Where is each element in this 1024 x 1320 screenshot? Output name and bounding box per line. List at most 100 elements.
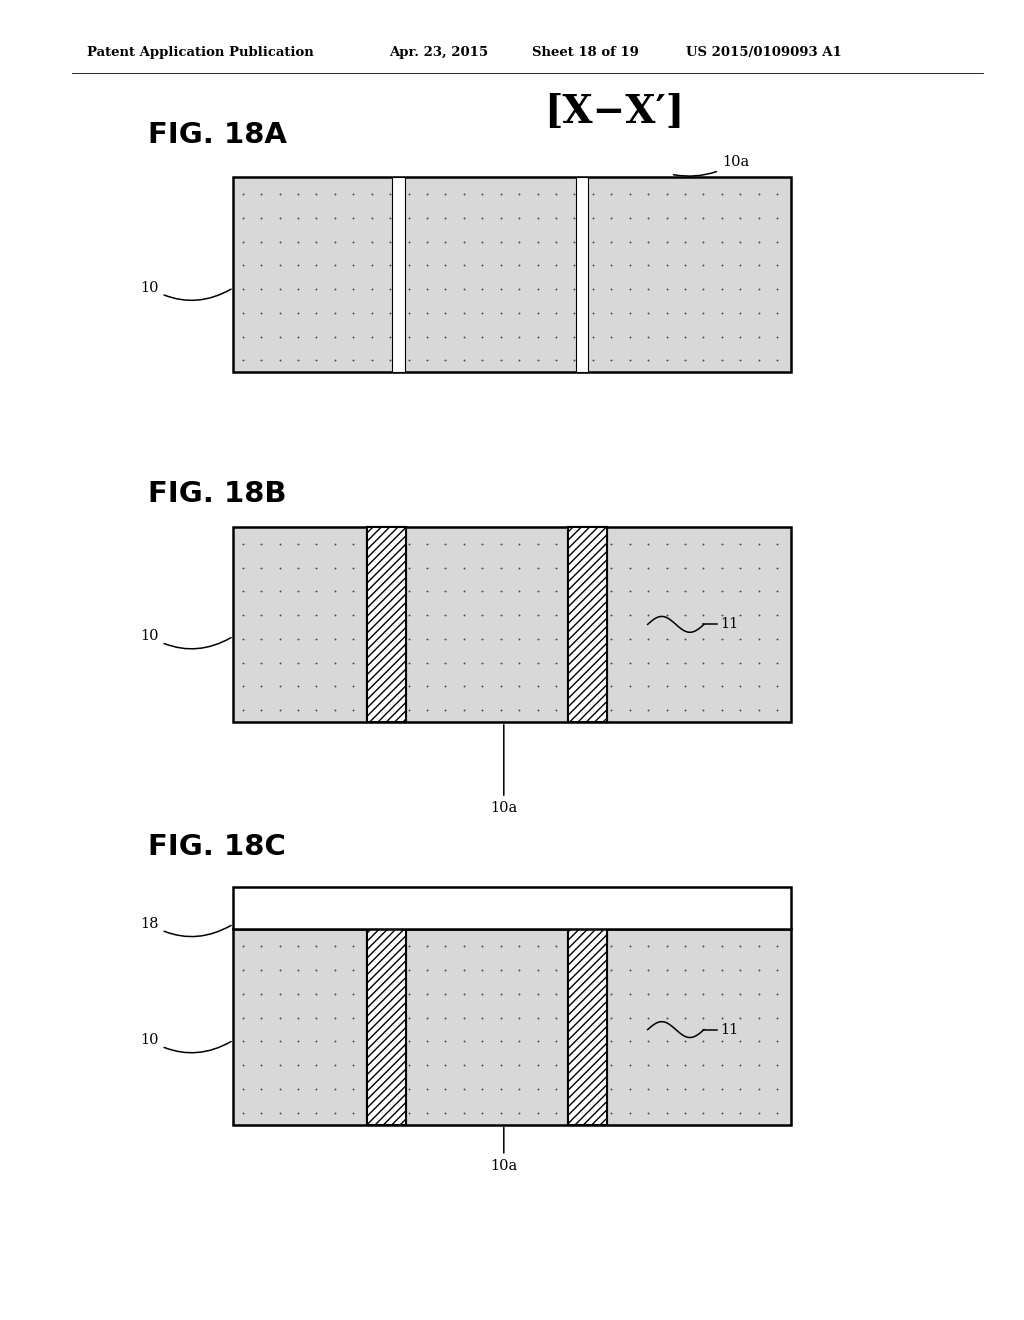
Point (271, 1007, 288, 1028)
Point (622, 533, 638, 554)
Point (437, 207, 454, 228)
Text: [X−X′]: [X−X′] (545, 94, 684, 131)
Point (271, 605, 288, 626)
Point (640, 1055, 656, 1076)
Point (400, 936, 417, 957)
Point (732, 302, 749, 323)
Point (566, 302, 583, 323)
Point (290, 983, 306, 1005)
Text: 18: 18 (140, 917, 231, 937)
Point (437, 279, 454, 300)
Point (714, 936, 730, 957)
Point (474, 983, 490, 1005)
Point (493, 326, 509, 347)
Point (234, 605, 251, 626)
Point (769, 207, 785, 228)
Point (474, 302, 490, 323)
Point (253, 231, 269, 252)
Point (714, 652, 730, 673)
Point (308, 255, 325, 276)
Point (327, 207, 343, 228)
Point (308, 557, 325, 578)
Point (769, 255, 785, 276)
Point (529, 936, 546, 957)
Point (658, 700, 675, 721)
Point (751, 960, 767, 981)
Point (474, 279, 490, 300)
Point (437, 936, 454, 957)
Point (769, 350, 785, 371)
Point (234, 350, 251, 371)
Point (493, 960, 509, 981)
Point (234, 1078, 251, 1100)
Point (474, 581, 490, 602)
Point (474, 1055, 490, 1076)
Point (364, 326, 380, 347)
Point (290, 279, 306, 300)
Point (456, 533, 472, 554)
Point (271, 1031, 288, 1052)
Point (456, 936, 472, 957)
Point (308, 1007, 325, 1028)
Point (695, 302, 712, 323)
Point (511, 533, 527, 554)
Point (456, 628, 472, 649)
Point (234, 1031, 251, 1052)
Point (271, 700, 288, 721)
Point (603, 326, 620, 347)
Point (529, 983, 546, 1005)
Point (566, 350, 583, 371)
Point (364, 960, 380, 981)
Text: 10a: 10a (490, 1127, 517, 1172)
Point (493, 533, 509, 554)
Point (529, 1078, 546, 1100)
Point (751, 207, 767, 228)
Point (308, 936, 325, 957)
Point (769, 700, 785, 721)
Point (400, 700, 417, 721)
Point (677, 1078, 693, 1100)
Point (382, 652, 398, 673)
Point (658, 279, 675, 300)
Point (327, 1031, 343, 1052)
Point (585, 652, 601, 673)
Point (345, 557, 361, 578)
Point (548, 557, 564, 578)
Point (695, 350, 712, 371)
Point (308, 1078, 325, 1100)
Point (529, 652, 546, 673)
Point (585, 1031, 601, 1052)
Point (529, 581, 546, 602)
Point (456, 231, 472, 252)
Point (658, 628, 675, 649)
Point (732, 1055, 749, 1076)
Point (640, 279, 656, 300)
Point (695, 326, 712, 347)
Point (566, 581, 583, 602)
Point (677, 279, 693, 300)
Point (566, 960, 583, 981)
Point (345, 183, 361, 205)
Point (400, 557, 417, 578)
Point (419, 676, 435, 697)
Point (622, 1055, 638, 1076)
Point (658, 676, 675, 697)
Point (364, 557, 380, 578)
Point (751, 183, 767, 205)
Point (640, 1078, 656, 1100)
Point (714, 1078, 730, 1100)
Point (271, 983, 288, 1005)
Point (714, 255, 730, 276)
Point (456, 255, 472, 276)
Point (345, 279, 361, 300)
Point (419, 605, 435, 626)
Point (732, 183, 749, 205)
Point (585, 700, 601, 721)
Point (308, 1055, 325, 1076)
Point (345, 676, 361, 697)
Point (603, 628, 620, 649)
Point (622, 231, 638, 252)
Point (548, 1078, 564, 1100)
Point (290, 302, 306, 323)
Point (400, 326, 417, 347)
